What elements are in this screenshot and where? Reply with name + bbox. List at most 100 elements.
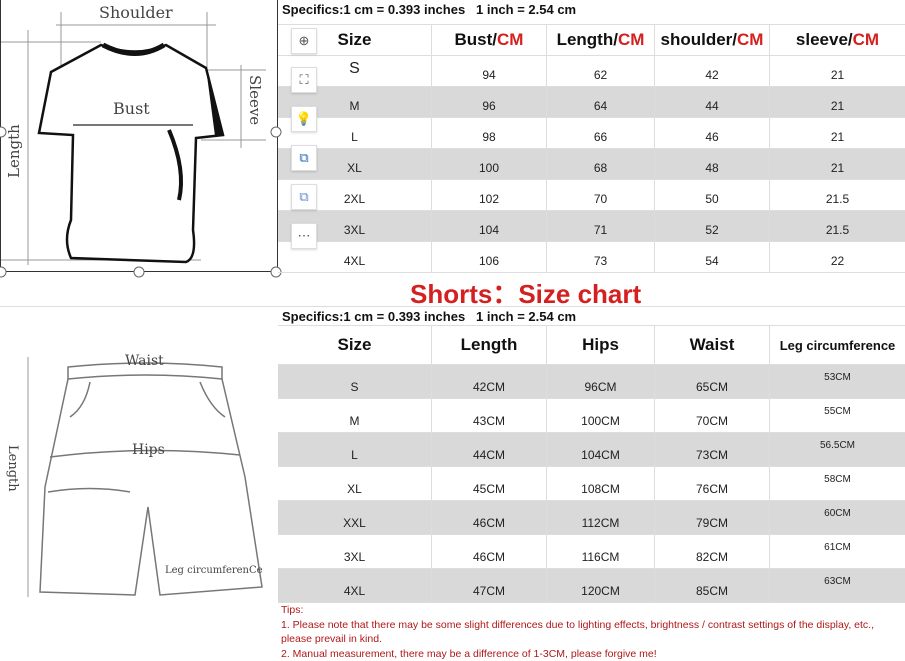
table-cell: 70CM xyxy=(655,399,770,432)
table-cell: 108CM xyxy=(547,467,655,500)
table-cell: 85CM xyxy=(655,569,770,602)
table-cell: 53CM xyxy=(770,365,905,398)
hips-label: Hips xyxy=(132,442,165,458)
table-cell: 73CM xyxy=(655,433,770,466)
table-cell: 46CM xyxy=(432,501,547,534)
table-cell: 82CM xyxy=(655,535,770,568)
tshirt-size-table: Specifics:1 cm = 0.393 inches 1 inch = 2… xyxy=(278,0,905,270)
table-cell: 71 xyxy=(547,211,655,241)
table-cell: 21 xyxy=(770,56,905,86)
lightbulb-icon[interactable]: 💡 xyxy=(291,106,317,132)
table-cell: 104 xyxy=(432,211,547,241)
table-cell: 21.5 xyxy=(770,180,905,210)
table-cell: 120CM xyxy=(547,569,655,602)
tip-1: 1. Please note that there may be some sl… xyxy=(281,618,901,647)
leg-circumference-label: Leg circumferenCe xyxy=(165,565,263,576)
header-length: Length xyxy=(432,326,547,364)
table-cell: 50 xyxy=(655,180,770,210)
table-cell: XXL xyxy=(278,501,432,534)
table-cell: 100CM xyxy=(547,399,655,432)
table-cell: 76CM xyxy=(655,467,770,500)
header-size: Size xyxy=(278,326,432,364)
table-cell: 21.5 xyxy=(770,211,905,241)
crop-icon[interactable]: ⛶ xyxy=(291,67,317,93)
header-text: Length/ xyxy=(557,30,618,50)
zoom-in-icon[interactable]: ⊕ xyxy=(291,28,317,54)
table-cell: 61CM xyxy=(770,535,905,568)
header-unit: CM xyxy=(737,30,763,50)
header-unit: CM xyxy=(618,30,644,50)
table-cell: 47CM xyxy=(432,569,547,602)
header-unit: CM xyxy=(853,30,879,50)
header-sleeve: sleeve/CM xyxy=(770,25,905,55)
table-cell: 70 xyxy=(547,180,655,210)
table-cell: 96 xyxy=(432,87,547,117)
convert-icon[interactable]: ⧉ xyxy=(291,145,317,171)
header-text: Size xyxy=(337,30,371,50)
table-cell: 68 xyxy=(547,149,655,179)
table-cell: 3XL xyxy=(278,535,432,568)
header-bust: Bust/CM xyxy=(432,25,547,55)
header-text: shoulder/ xyxy=(661,30,738,50)
table-cell: 63CM xyxy=(770,569,905,602)
length-label: Length xyxy=(5,445,20,492)
table-cell: 44 xyxy=(655,87,770,117)
table-cell: S xyxy=(278,365,432,398)
table-cell: 64 xyxy=(547,87,655,117)
image-extract-icon[interactable]: ⧉ xyxy=(291,184,317,210)
tips-title: Tips: xyxy=(281,603,901,618)
header-unit: CM xyxy=(497,30,523,50)
table-cell: 60CM xyxy=(770,501,905,534)
table-cell: XL xyxy=(278,467,432,500)
table-cell: 55CM xyxy=(770,399,905,432)
table-cell: 98 xyxy=(432,118,547,148)
table-cell: 116CM xyxy=(547,535,655,568)
shorts-size-table: Specifics:1 cm = 0.393 inches 1 inch = 2… xyxy=(278,307,905,603)
table-cell: 52 xyxy=(655,211,770,241)
table-cell: 44CM xyxy=(432,433,547,466)
table-cell: 79CM xyxy=(655,501,770,534)
table-cell: 65CM xyxy=(655,365,770,398)
shorts-diagram: Waist Hips Length Leg circumferenCe xyxy=(0,307,278,607)
table-cell: 46CM xyxy=(432,535,547,568)
table-cell: 21 xyxy=(770,87,905,117)
table-cell: M xyxy=(278,399,432,432)
table-cell: 4XL xyxy=(278,569,432,602)
tshirt-specifics: Specifics:1 cm = 0.393 inches 1 inch = 2… xyxy=(282,2,576,17)
tip-2: 2. Manual measurement, there may be a di… xyxy=(281,647,901,661)
table-cell: 106 xyxy=(432,242,547,272)
header-text: Bust/ xyxy=(455,30,498,50)
table-cell: 22 xyxy=(770,242,905,272)
table-cell: 112CM xyxy=(547,501,655,534)
header-waist: Waist xyxy=(655,326,770,364)
waist-label: Waist xyxy=(125,353,164,369)
header-length: Length/CM xyxy=(547,25,655,55)
table-cell: 73 xyxy=(547,242,655,272)
table-cell: 56.5CM xyxy=(770,433,905,466)
table-cell: 42CM xyxy=(432,365,547,398)
table-cell: 46 xyxy=(655,118,770,148)
table-cell: L xyxy=(278,433,432,466)
table-cell: 54 xyxy=(655,242,770,272)
table-cell: 104CM xyxy=(547,433,655,466)
table-header: Size Length Hips Waist Leg circumference xyxy=(278,325,905,365)
table-header: Size Bust/CM Length/CM shoulder/CM sleev… xyxy=(278,24,905,56)
table-cell: 43CM xyxy=(432,399,547,432)
table-cell: 94 xyxy=(432,56,547,86)
table-cell: 66 xyxy=(547,118,655,148)
header-hips: Hips xyxy=(547,326,655,364)
table-cell: 21 xyxy=(770,118,905,148)
more-icon[interactable]: ⋯ xyxy=(291,223,317,249)
table-cell: 58CM xyxy=(770,467,905,500)
